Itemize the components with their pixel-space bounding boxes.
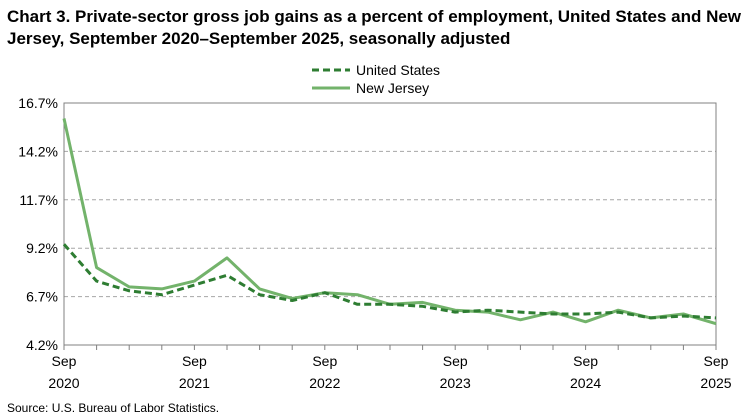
x-tick-year: 2021 [179, 375, 210, 391]
x-tick-year: 2020 [48, 375, 79, 391]
series-line-new-jersey [62, 118, 717, 326]
gridlines [64, 150, 716, 298]
x-tick-month: Sep [312, 353, 337, 369]
x-tick-year: 2025 [700, 375, 731, 391]
x-tick-year: 2022 [309, 375, 340, 391]
x-tick-year: 2024 [570, 375, 601, 391]
x-tick-month: Sep [52, 353, 77, 369]
y-tick-label: 16.7% [18, 95, 58, 111]
series-lines [62, 118, 717, 326]
plot-frame [63, 102, 717, 346]
axes [63, 102, 717, 350]
x-tick-month: Sep [182, 353, 207, 369]
x-tick-month: Sep [443, 353, 468, 369]
chart-title: Chart 3. Private-sector gross job gains … [7, 7, 742, 48]
legend: United States New Jersey [312, 62, 440, 96]
legend-label: New Jersey [356, 80, 429, 96]
legend-label: United States [356, 62, 440, 78]
y-tick-label: 11.7% [19, 192, 58, 208]
y-tick-label: 14.2% [18, 143, 58, 159]
y-tick-label: 4.2% [26, 337, 58, 353]
y-tick-label: 9.2% [26, 240, 58, 256]
series-line-united-states [62, 243, 717, 320]
x-tick-month: Sep [704, 353, 729, 369]
y-axis-tick-labels: 16.7% 14.2% 11.7% 9.2% 6.7% 4.2% [18, 95, 58, 353]
x-axis-tick-labels: Sep 2020 Sep 2021 Sep 2022 Sep 2023 Sep 2024 Sep 20… [48, 353, 731, 391]
x-tick-year: 2023 [440, 375, 471, 391]
x-tick-month: Sep [573, 353, 598, 369]
source-note: Source: U.S. Bureau of Labor Statistics. [7, 401, 220, 415]
y-tick-label: 6.7% [26, 289, 58, 305]
